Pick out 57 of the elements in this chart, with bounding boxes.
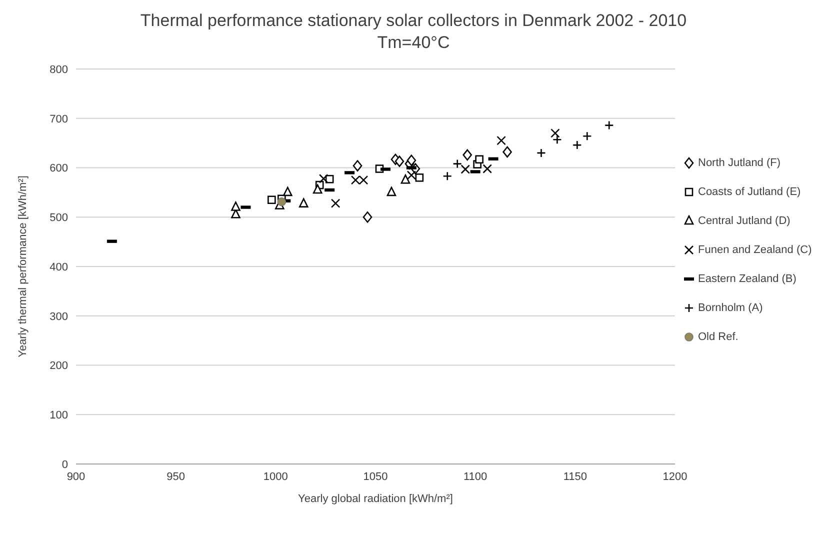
- y-tick-label: 400: [50, 261, 68, 274]
- chart-title: Thermal performance stationary solar collectors in Denmark 2002 - 2010: [139, 10, 688, 32]
- y-tick-label: 700: [50, 113, 68, 126]
- point: [550, 128, 560, 138]
- x-tick-label: 1050: [363, 470, 388, 483]
- x-tick-label: 1150: [563, 470, 587, 483]
- legend-label: Old Ref.: [698, 330, 738, 342]
- point: [312, 184, 322, 194]
- point: [394, 156, 404, 167]
- point: [282, 186, 292, 196]
- y-tick-label: 200: [50, 360, 68, 372]
- point: [406, 154, 416, 166]
- legend-label: Funen and Zealand (C): [698, 244, 812, 256]
- y-tick-label: 500: [50, 212, 68, 224]
- point: [400, 174, 410, 184]
- y-tick-label: 800: [50, 64, 68, 76]
- legend-label: Central Jutland (D): [698, 214, 790, 226]
- point: [318, 174, 328, 184]
- point: [277, 197, 286, 206]
- x-tick-label: 900: [66, 470, 86, 483]
- legend-label: North Jutland (F): [698, 156, 781, 168]
- point: [268, 196, 276, 204]
- x-tick-label: 1100: [464, 470, 488, 483]
- point: [442, 171, 452, 181]
- legend-label: Eastern Zealand (B): [698, 272, 796, 284]
- point: [482, 164, 492, 174]
- y-tick-label: 0: [62, 458, 68, 471]
- point: [362, 211, 372, 223]
- point: [298, 198, 308, 208]
- point: [536, 148, 546, 158]
- point: [604, 120, 614, 130]
- point: [475, 155, 484, 164]
- point: [330, 198, 340, 208]
- legend-label: Coasts of Jutland (E): [698, 186, 801, 198]
- point: [406, 170, 416, 180]
- point: [502, 146, 512, 158]
- x-tick-label: 1000: [263, 470, 288, 483]
- y-tick-label: 300: [50, 310, 68, 323]
- x-tick-label: 1200: [662, 470, 688, 483]
- point: [462, 149, 472, 161]
- point: [386, 186, 396, 196]
- point: [231, 202, 240, 211]
- y-tick-label: 100: [50, 410, 68, 422]
- point: [572, 140, 582, 150]
- legend-label: Bornholm (A): [698, 302, 763, 314]
- x-tick-label: 950: [166, 470, 186, 483]
- x-axis-title: Yearly global radiation [kWh/m²]: [298, 493, 453, 505]
- point: [325, 174, 334, 184]
- point: [496, 136, 506, 146]
- chart-subtitle: Tm=40°C: [376, 32, 451, 54]
- point: [460, 164, 470, 174]
- y-axis-title: Yearly thermal performance [kWh/m²]: [16, 176, 29, 358]
- point: [415, 173, 424, 182]
- point: [582, 132, 592, 141]
- point: [352, 160, 362, 172]
- point: [452, 159, 462, 168]
- y-tick-label: 600: [50, 162, 68, 175]
